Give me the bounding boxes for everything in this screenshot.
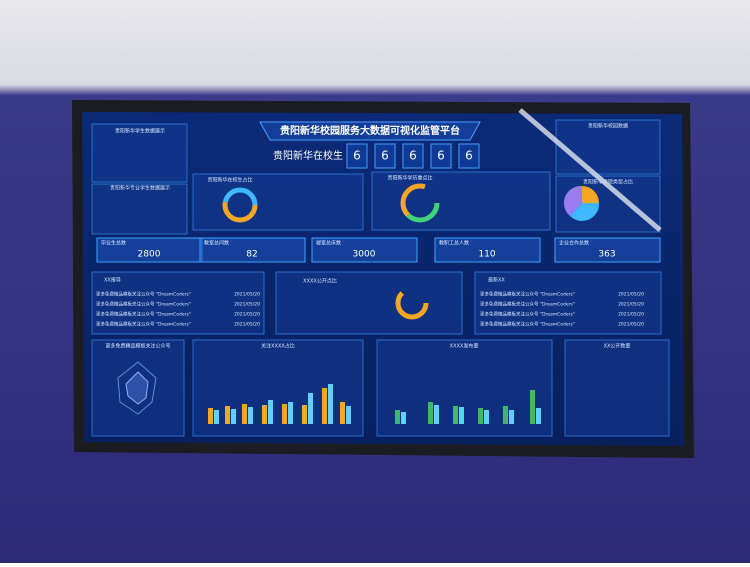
digit: 6 xyxy=(409,149,417,163)
panel xyxy=(192,339,364,437)
stat-box xyxy=(199,237,306,263)
bars xyxy=(208,388,345,424)
digit: 6 xyxy=(437,149,445,163)
panel xyxy=(474,271,662,335)
stat-value: 3000 xyxy=(353,250,376,260)
digit-box xyxy=(402,143,424,169)
stat-label: 企业合作总数 xyxy=(559,240,589,247)
glare xyxy=(518,108,662,232)
panel-title: 贵阳新华校园数据 xyxy=(588,123,628,130)
bars xyxy=(214,384,351,424)
panel xyxy=(275,271,463,335)
news-date: 2021/05/20 xyxy=(234,302,260,308)
title-bar xyxy=(259,121,481,141)
panel-title: XXXX发布量 xyxy=(450,343,479,350)
news-date: 2021/05/20 xyxy=(618,302,644,308)
panel-title: XX公开数量 xyxy=(604,343,631,350)
news-item: 更多免费精品模板关注公众号 "DreamCoders" xyxy=(480,301,575,308)
page-title: 贵阳新华校园服务大数据可视化监管平台 xyxy=(280,124,460,137)
panel xyxy=(91,183,188,235)
news-date: 2021/05/20 xyxy=(234,292,260,298)
bars xyxy=(395,390,535,424)
panel-title: 贵阳新华在校生占比 xyxy=(207,177,252,184)
news-title: 最新XX xyxy=(488,277,505,284)
panel-title: 更多免费精品模板关注公众号 xyxy=(105,343,170,350)
digit-box xyxy=(430,143,452,169)
stat-label: 教室总间数 xyxy=(204,240,229,247)
panel xyxy=(555,119,661,175)
panels xyxy=(91,119,670,437)
stat-label: 寝室总床数 xyxy=(316,240,341,247)
panel xyxy=(91,123,188,183)
digit-box xyxy=(374,143,396,169)
news-date: 2021/05/20 xyxy=(618,322,644,328)
news-date: 2021/05/20 xyxy=(234,322,260,328)
news-item: 更多免费精品模板关注公众号 "DreamCoders" xyxy=(96,311,191,318)
stat-label: 毕业生总数 xyxy=(101,240,126,247)
stat-value: 363 xyxy=(598,250,615,260)
stat-value: 82 xyxy=(246,250,257,260)
digit-box xyxy=(458,143,480,169)
donut xyxy=(400,183,440,223)
news-date: 2021/05/20 xyxy=(618,312,644,318)
news-title: XX报导 xyxy=(104,277,121,284)
panel-title: XXXX公开点比 xyxy=(303,278,337,285)
stat-value: 110 xyxy=(478,250,495,260)
digit: 6 xyxy=(353,149,361,163)
news-item: 更多免费精品模板关注公众号 "DreamCoders" xyxy=(480,291,575,298)
stat-value: 2800 xyxy=(138,250,161,260)
news-item: 更多免费精品模板关注公众号 "DreamCoders" xyxy=(96,291,191,298)
decorations xyxy=(117,108,662,424)
bars xyxy=(401,405,541,424)
panel xyxy=(376,339,553,437)
news-item: 更多免费精品模板关注公众号 "DreamCoders" xyxy=(96,321,191,328)
donut xyxy=(400,183,440,223)
pie-slice xyxy=(563,185,582,216)
news-item: 更多免费精品模板关注公众号 "DreamCoders" xyxy=(480,321,575,328)
digit-box xyxy=(346,143,368,169)
pie-slice xyxy=(582,186,599,203)
panel-title: 贵阳新华专业学生数据展示 xyxy=(110,185,170,192)
panel xyxy=(192,173,364,231)
donut xyxy=(222,187,258,223)
news-item: 更多免费精品模板关注公众号 "DreamCoders" xyxy=(480,311,575,318)
stat-box xyxy=(96,237,203,263)
panel xyxy=(91,271,265,335)
news-date: 2021/05/20 xyxy=(618,292,644,298)
stat-box xyxy=(311,237,418,263)
news-item: 更多免费精品模板关注公众号 "DreamCoders" xyxy=(96,301,191,308)
donut xyxy=(395,286,429,320)
digit: 6 xyxy=(381,149,389,163)
stat-box xyxy=(554,237,661,263)
panel xyxy=(91,339,185,437)
panel xyxy=(564,339,670,437)
news-date: 2021/05/20 xyxy=(234,312,260,318)
count-label: 贵阳新华在校生 xyxy=(273,149,343,162)
pie-slice xyxy=(570,203,600,221)
digit: 6 xyxy=(465,149,473,163)
panel-title: 贵阳新华学生数据展示 xyxy=(115,128,165,135)
stat-label: 教职工总人数 xyxy=(439,240,469,247)
panel-title: 贵阳新华学院类型占比 xyxy=(583,179,633,186)
panel-title: 贵阳新华学历重点比 xyxy=(387,175,432,182)
radar xyxy=(125,371,149,405)
radar xyxy=(117,361,157,415)
panel-title: 关注XXXX占比 xyxy=(261,343,295,350)
stat-box xyxy=(434,237,541,263)
